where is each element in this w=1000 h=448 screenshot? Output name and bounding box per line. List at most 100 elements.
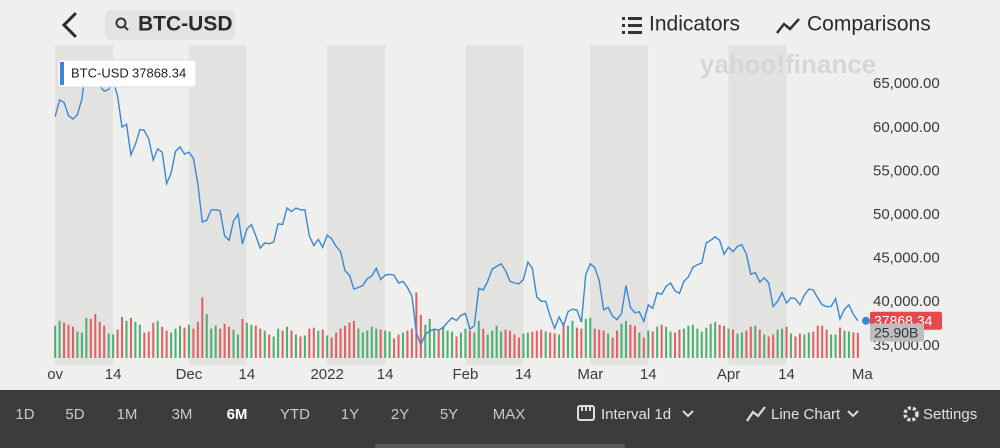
volume-bar [348, 322, 351, 358]
volume-bar [740, 332, 743, 358]
volume-bar [245, 322, 248, 358]
legend-swatch [60, 62, 64, 85]
range-button[interactable]: MAX [493, 406, 526, 423]
interval-button[interactable]: Interval 1d [601, 406, 671, 423]
volume-bar [798, 333, 801, 358]
volume-bar [152, 322, 155, 358]
volume-bar [736, 333, 739, 358]
volume-bar [629, 324, 632, 358]
volume-bar [745, 330, 748, 358]
volume-bar [375, 328, 378, 358]
range-button[interactable]: 1Y [341, 406, 359, 423]
volume-bar [700, 331, 703, 358]
volume-bar [754, 325, 757, 358]
volume-bar [317, 330, 320, 358]
volume-bar [437, 329, 440, 358]
search-text[interactable]: BTC-USD [138, 13, 233, 36]
volume-bar [143, 332, 146, 358]
volume-bar [812, 331, 815, 358]
volume-bar [268, 334, 271, 358]
legend-name: BTC-USD [71, 65, 129, 80]
volume-bar [112, 334, 115, 358]
volume-bar [352, 320, 355, 358]
volume-bar [54, 325, 57, 358]
volume-bar [495, 325, 498, 358]
volume-bar [361, 332, 364, 358]
volume-bar [210, 328, 213, 358]
volume-bar [272, 336, 275, 358]
volume-bar [103, 325, 106, 358]
home-indicator [375, 444, 625, 448]
volume-bar [165, 330, 168, 358]
volume-bar [651, 331, 654, 358]
volume-bar [691, 324, 694, 358]
search-box[interactable] [105, 10, 235, 40]
volume-bar [794, 336, 797, 358]
volume-bar [89, 318, 92, 358]
range-button[interactable]: 2Y [391, 406, 409, 423]
volume-bar [526, 332, 529, 358]
legend-value: 37868.34 [132, 65, 186, 80]
period-band [327, 45, 386, 365]
volume-bar [121, 316, 124, 358]
settings-button[interactable]: Settings [923, 406, 977, 423]
volume-bar [593, 328, 596, 358]
volume-bar [415, 292, 418, 358]
y-tick-label: 55,000.00 [873, 162, 940, 179]
volume-bar [85, 317, 88, 358]
volume-bar [758, 329, 761, 358]
volume-bar [98, 321, 101, 358]
volume-bar [847, 331, 850, 358]
volume-bar [388, 331, 391, 358]
period-band [728, 45, 787, 365]
range-button[interactable]: 6M [227, 406, 248, 423]
axes: ov 14 Dec 14 2022 14 Feb 14 Mar 14 Apr 14 Ma35,000.0… [47, 75, 942, 383]
range-button[interactable]: 3M [172, 406, 193, 423]
volume-bar [303, 335, 306, 358]
chart-type-button[interactable]: Line Chart [771, 406, 841, 423]
volume-bar [442, 326, 445, 358]
x-tick-label: 14 [377, 366, 394, 383]
comparisons-icon [776, 18, 800, 34]
volume-bar [67, 324, 70, 358]
indicators-button[interactable]: Indicators [649, 13, 740, 36]
period-band [188, 45, 247, 365]
volume-bar [665, 326, 668, 358]
volume-bar [236, 334, 239, 358]
volume-bar [219, 328, 222, 358]
back-button[interactable] [61, 12, 77, 38]
volume-bar [642, 337, 645, 358]
volume-bar [598, 329, 601, 358]
volume-bar [326, 335, 329, 358]
volume-bar [446, 330, 449, 358]
volume-bar [366, 330, 369, 358]
volume-bar [116, 329, 119, 358]
volume-bar [562, 322, 565, 358]
range-button[interactable]: 1D [15, 406, 34, 423]
volume-bar [401, 332, 404, 358]
comparisons-button[interactable]: Comparisons [807, 13, 931, 36]
range-button[interactable]: 5D [65, 406, 84, 423]
volume-bar [277, 328, 280, 358]
volume-bar [156, 320, 159, 358]
search-icon [115, 17, 127, 29]
range-button[interactable]: YTD [280, 406, 310, 423]
range-button[interactable]: 1M [117, 406, 138, 423]
volume-bar [228, 326, 231, 358]
volume-bar [682, 328, 685, 358]
volume-bar [660, 324, 663, 358]
volume-bar [571, 320, 574, 358]
volume-bar [459, 332, 462, 358]
volume-bar [602, 330, 605, 358]
toolbar [0, 390, 1000, 448]
range-button[interactable]: 5Y [440, 406, 458, 423]
volume-bar [464, 328, 467, 358]
volume-bar [687, 325, 690, 358]
chevron [847, 410, 859, 418]
volume-bar [125, 320, 128, 358]
volume-bar [179, 325, 182, 358]
volume-tag [870, 323, 924, 342]
volume-bar [607, 333, 610, 358]
volume-bar [718, 324, 721, 358]
